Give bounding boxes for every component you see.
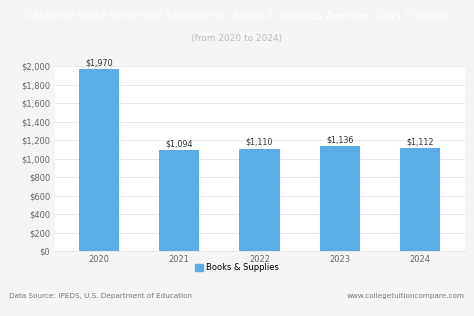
Bar: [79, 69, 119, 251]
Text: California State University-Sacramento Books & Supplies Average Costs Changes: California State University-Sacramento B…: [25, 11, 449, 21]
Text: $1,112: $1,112: [407, 138, 434, 147]
Legend: Books & Supplies: Books & Supplies: [192, 260, 282, 276]
Text: (from 2020 to 2024): (from 2020 to 2024): [191, 34, 283, 43]
Text: $1,136: $1,136: [326, 136, 354, 144]
Text: $1,094: $1,094: [165, 139, 193, 149]
Bar: [159, 150, 199, 251]
Text: $1,110: $1,110: [246, 138, 273, 147]
Bar: [400, 149, 440, 251]
Text: $1,970: $1,970: [85, 58, 112, 68]
Bar: [239, 149, 280, 251]
Text: www.collegetuitioncompare.com: www.collegetuitioncompare.com: [346, 293, 465, 299]
Bar: [320, 146, 360, 251]
Text: Data Source: IPEDS, U.S. Department of Education: Data Source: IPEDS, U.S. Department of E…: [9, 293, 192, 299]
